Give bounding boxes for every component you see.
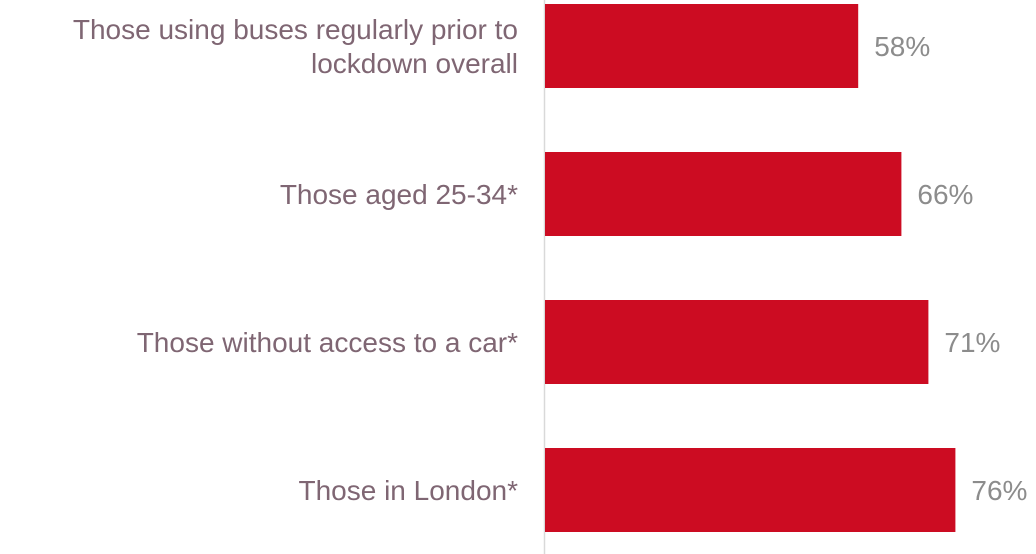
category-label: Those aged 25-34* — [280, 179, 518, 210]
category-label: Those without access to a car* — [137, 327, 518, 358]
value-label: 71% — [944, 327, 1000, 358]
bars-layer — [545, 4, 956, 532]
value-label: 58% — [874, 31, 930, 62]
category-label: lockdown overall — [311, 48, 518, 79]
labels-layer: 58% Those using buses regularly prior tol… — [73, 14, 1028, 506]
bar — [545, 4, 859, 88]
category-label: Those using buses regularly prior to — [73, 14, 518, 45]
bar — [545, 300, 929, 384]
bar — [545, 152, 902, 236]
bar — [545, 448, 956, 532]
value-label: 66% — [917, 179, 973, 210]
category-label: Those in London* — [298, 475, 518, 506]
value-label: 76% — [971, 475, 1027, 506]
